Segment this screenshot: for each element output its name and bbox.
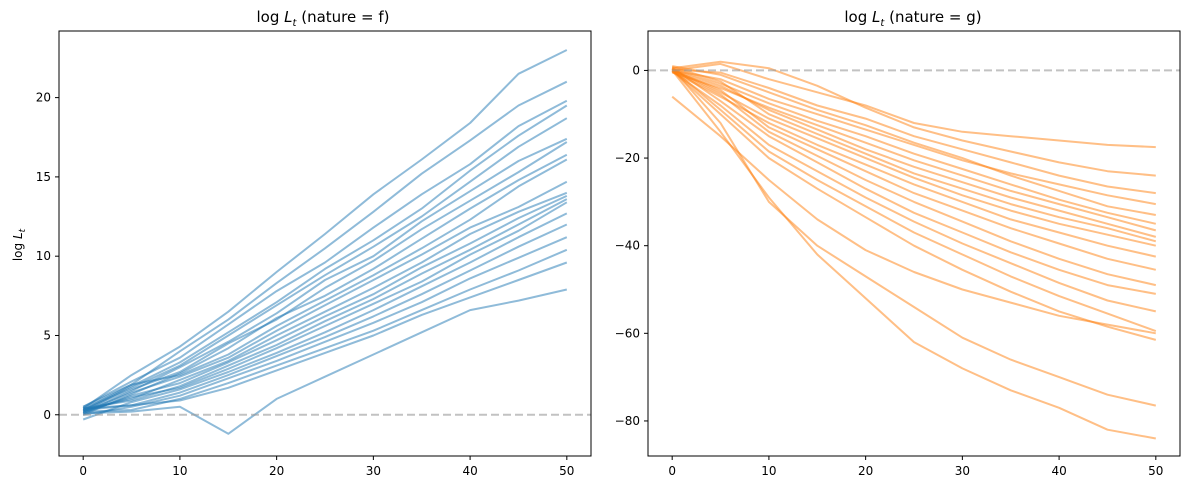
- series-line-10: [671, 68, 1157, 247]
- x-tick-label: 20: [858, 464, 873, 478]
- series-line-3: [672, 68, 1156, 195]
- series-line-6: [82, 137, 568, 415]
- x-tick-label: 20: [269, 464, 284, 478]
- series-line-12: [671, 69, 1157, 271]
- plot-area: 0 10 20 30 40 50 0 −20 −40 −60 −80: [615, 30, 1181, 478]
- x-tick-label: 30: [366, 464, 381, 478]
- y-tick-label: 0: [632, 63, 640, 77]
- series-line-20: [671, 69, 1156, 440]
- series-line-13: [671, 69, 1157, 287]
- series-line-20: [83, 261, 568, 410]
- series-line-15: [671, 70, 1157, 313]
- series-line-1: [672, 62, 1156, 149]
- series-line-5: [672, 65, 1156, 216]
- series-line-16: [83, 223, 568, 411]
- x-tick-label: 30: [955, 464, 970, 478]
- series-line-2: [82, 80, 568, 411]
- series-line-16: [671, 68, 1157, 333]
- axes-frame: [647, 30, 1181, 457]
- series-line-2: [672, 60, 1156, 177]
- x-tick-label: 0: [668, 464, 676, 478]
- series-line-8: [82, 153, 568, 416]
- series-line-17: [83, 236, 568, 416]
- y-tick-label: 0: [43, 408, 51, 422]
- x-tick-label: 10: [172, 464, 187, 478]
- series-line-18: [671, 95, 1156, 335]
- x-tick-label: 40: [1051, 464, 1066, 478]
- panel-nature-g: log Lt (nature = g) 0 10 20 30 40 50 0 −20 −40 −6…: [615, 8, 1181, 478]
- panel-title: log Lt (nature = f): [257, 8, 390, 29]
- x-tick-label: 50: [559, 464, 574, 478]
- y-tick-label: 5: [43, 328, 51, 342]
- series-line-10: [82, 180, 568, 413]
- y-tick-label: 20: [36, 91, 51, 105]
- x-tick-label: 50: [1148, 464, 1163, 478]
- y-tick-label: 10: [36, 249, 51, 263]
- series-line-6: [671, 68, 1157, 225]
- series-line-8: [671, 69, 1157, 238]
- y-tick-label: −60: [615, 326, 640, 340]
- y-tick-label: −40: [615, 239, 640, 253]
- series-line-1: [82, 49, 568, 410]
- series-line-11: [82, 191, 568, 411]
- series-line-12: [82, 194, 568, 415]
- series-line-3: [82, 99, 568, 408]
- x-tick-label: 10: [761, 464, 776, 478]
- x-tick-label: 40: [462, 464, 477, 478]
- series-line-9: [671, 65, 1157, 243]
- series-lines: [671, 60, 1157, 440]
- series-lines: [82, 49, 568, 435]
- series-line-4: [672, 69, 1156, 206]
- y-tick-label: 15: [36, 170, 51, 184]
- series-line-14: [671, 66, 1156, 295]
- axes-frame: [58, 30, 592, 457]
- series-line-19: [83, 288, 568, 435]
- y-tick-label: −80: [615, 414, 640, 428]
- series-line-14: [82, 201, 568, 413]
- y-axis-label: log Lt: [11, 228, 28, 261]
- series-line-15: [82, 212, 568, 421]
- x-tick-label: 0: [79, 464, 87, 478]
- series-line-5: [82, 117, 568, 410]
- plot-area: 0 10 20 30 40 50 0 5 10 15 20: [36, 30, 592, 478]
- panel-title: log Lt (nature = g): [844, 8, 981, 29]
- series-line-9: [82, 158, 568, 408]
- series-line-17: [671, 69, 1157, 341]
- series-line-4: [82, 104, 568, 413]
- panel-nature-f: log Lt (nature = f) log Lt 0 10 20 30 40 50 0 5…: [11, 8, 592, 478]
- y-tick-label: −20: [615, 151, 640, 165]
